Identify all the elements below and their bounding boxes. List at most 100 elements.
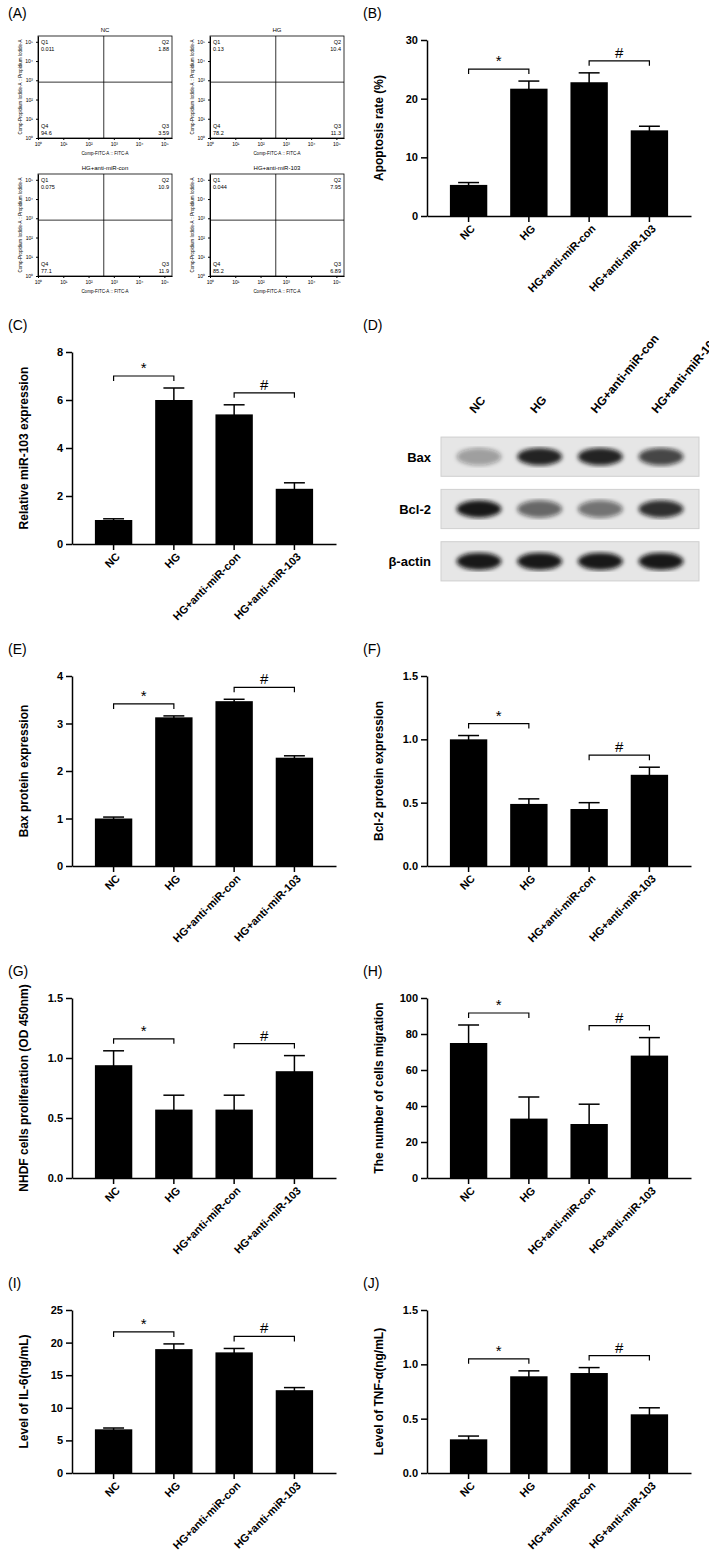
x-axis-line bbox=[39, 276, 173, 277]
y-axis-line bbox=[427, 999, 429, 1179]
significance-label: * bbox=[141, 1022, 147, 1039]
panel: (C)02468NCHGHG+anti-miR-conHG+anti-miR-1… bbox=[8, 317, 337, 623]
y-tick: 0.5 bbox=[48, 1112, 72, 1124]
y-tick-label: 10¹ bbox=[26, 254, 34, 260]
plot: 0.00.51.01.5NCHGHG+anti-miR-conHG+anti-m… bbox=[372, 1304, 692, 1552]
plot: 01234NCHGHG+anti-miR-conHG+anti-miR-103B… bbox=[17, 670, 337, 945]
bars bbox=[95, 1051, 313, 1178]
x-tick-mark bbox=[235, 138, 236, 140]
x-tick-mark bbox=[649, 1178, 651, 1184]
y-axis-title: Bax protein expression bbox=[17, 705, 31, 838]
x-tick-mark bbox=[311, 138, 312, 140]
error-bar-stem bbox=[233, 1348, 235, 1356]
plot: 0.00.51.01.5NCHGHG+anti-miR-conHG+anti-m… bbox=[17, 984, 337, 1256]
error-bar-stem bbox=[649, 1038, 651, 1074]
significance-bracket bbox=[234, 393, 294, 398]
x-tick-mark bbox=[164, 276, 165, 278]
x-tick-mark bbox=[139, 138, 140, 140]
y-tick-label: 10² bbox=[26, 235, 34, 241]
quadrant-value: 0.075 bbox=[41, 184, 55, 190]
significance-bracket bbox=[234, 1336, 294, 1341]
x-tick-label: 10⁴ bbox=[308, 279, 316, 285]
error-bar bbox=[224, 1095, 245, 1124]
y-tick-mark bbox=[66, 400, 72, 402]
panel-label: (F) bbox=[363, 641, 381, 657]
x-tick-label: 10⁰ bbox=[207, 279, 215, 285]
y-tick-mark bbox=[421, 866, 427, 868]
y-axis-title: Apoptosis rate (%) bbox=[372, 75, 386, 181]
y-tick-mark bbox=[66, 676, 72, 678]
error-bar bbox=[518, 799, 539, 809]
y-tick-label: 10⁴ bbox=[197, 58, 205, 64]
quadrant-value: 0.044 bbox=[213, 184, 227, 190]
y-tick-mark bbox=[36, 199, 38, 200]
flow-plot: 10⁰10¹10²10³10⁴10⁵10⁰10¹10²10³10⁴10⁵HG+a… bbox=[190, 165, 345, 294]
error-bar-cap bbox=[163, 387, 184, 389]
x-tick: NC bbox=[102, 1178, 122, 1204]
x-tick: 10⁴ bbox=[136, 138, 144, 147]
quadrant-name: Q1 bbox=[41, 39, 48, 45]
significance-bracket bbox=[234, 687, 294, 692]
y-tick: 30 bbox=[406, 34, 427, 46]
error-bar-cap bbox=[518, 80, 539, 82]
blot-band bbox=[457, 553, 502, 570]
x-tick-label: HG bbox=[162, 872, 182, 892]
x-tick-label: HG bbox=[162, 1184, 182, 1204]
error-bar-stem bbox=[588, 73, 590, 92]
blot-row: β-actin bbox=[388, 542, 699, 581]
blot-row-label: Bcl-2 bbox=[399, 502, 431, 517]
y-tick-mark bbox=[36, 80, 38, 81]
significance-label: # bbox=[260, 376, 269, 393]
error-bar bbox=[103, 519, 124, 521]
y-tick: 10⁵ bbox=[197, 39, 210, 45]
error-bar-cap bbox=[458, 735, 479, 737]
significance-bracket bbox=[469, 69, 529, 74]
x-axis-line bbox=[211, 138, 345, 139]
y-tick: 4 bbox=[57, 442, 72, 454]
x-tick-label: HG bbox=[517, 1184, 537, 1204]
x-tick-mark bbox=[336, 138, 337, 140]
error-bar-stem bbox=[649, 126, 651, 134]
y-axis: 02468 bbox=[57, 346, 73, 550]
y-tick: 1.5 bbox=[403, 1304, 427, 1316]
x-tick: 10⁴ bbox=[136, 276, 144, 285]
y-tick: 4 bbox=[57, 670, 72, 682]
bars bbox=[450, 1025, 668, 1178]
y-tick-label: 15 bbox=[51, 1369, 63, 1381]
x-tick: HG+anti-miR-con bbox=[525, 1178, 597, 1257]
y-tick-mark bbox=[421, 802, 427, 804]
y-tick-label: 10³ bbox=[26, 77, 34, 83]
error-bar bbox=[579, 803, 600, 816]
x-tick-label: HG+anti-miR-103 bbox=[232, 872, 303, 943]
flow-title: NC bbox=[101, 27, 110, 33]
bars bbox=[450, 736, 668, 866]
gates bbox=[38, 174, 172, 276]
y-tick: 0 bbox=[412, 210, 427, 222]
x-tick: 10³ bbox=[111, 138, 119, 147]
error-bar-cap bbox=[458, 182, 479, 184]
y-tick-label: 10³ bbox=[198, 215, 206, 221]
x-tick-mark bbox=[286, 138, 287, 140]
y-tick-mark bbox=[36, 276, 38, 277]
blot-band bbox=[578, 500, 623, 517]
error-bar-cap bbox=[163, 715, 184, 717]
x-tick-mark bbox=[113, 1178, 115, 1184]
x-tick: 10⁰ bbox=[35, 276, 43, 285]
error-bar-cap bbox=[224, 404, 245, 406]
blot-band bbox=[578, 553, 623, 570]
error-bar-cap bbox=[163, 1343, 184, 1345]
x-tick: HG bbox=[162, 866, 182, 892]
y-tick-label: 1 bbox=[57, 813, 63, 825]
flow-plot: 10⁰10¹10²10³10⁴10⁵10⁰10¹10²10³10⁴10⁵HG+a… bbox=[18, 165, 173, 294]
y-tick: 10⁰ bbox=[197, 273, 210, 279]
x-tick-label: 10² bbox=[85, 141, 93, 147]
y-tick: 0 bbox=[412, 1172, 427, 1184]
gate-line-y bbox=[38, 220, 172, 221]
plot-frame bbox=[38, 36, 172, 138]
y-axis-line bbox=[210, 37, 211, 139]
quadrant-value: 11.9 bbox=[159, 268, 169, 274]
x-tick: HG+anti-miR-con bbox=[525, 866, 597, 945]
error-bar bbox=[224, 699, 245, 703]
quadrant-value: 10.9 bbox=[158, 184, 169, 190]
quadrant-value: 10.4 bbox=[330, 46, 341, 52]
